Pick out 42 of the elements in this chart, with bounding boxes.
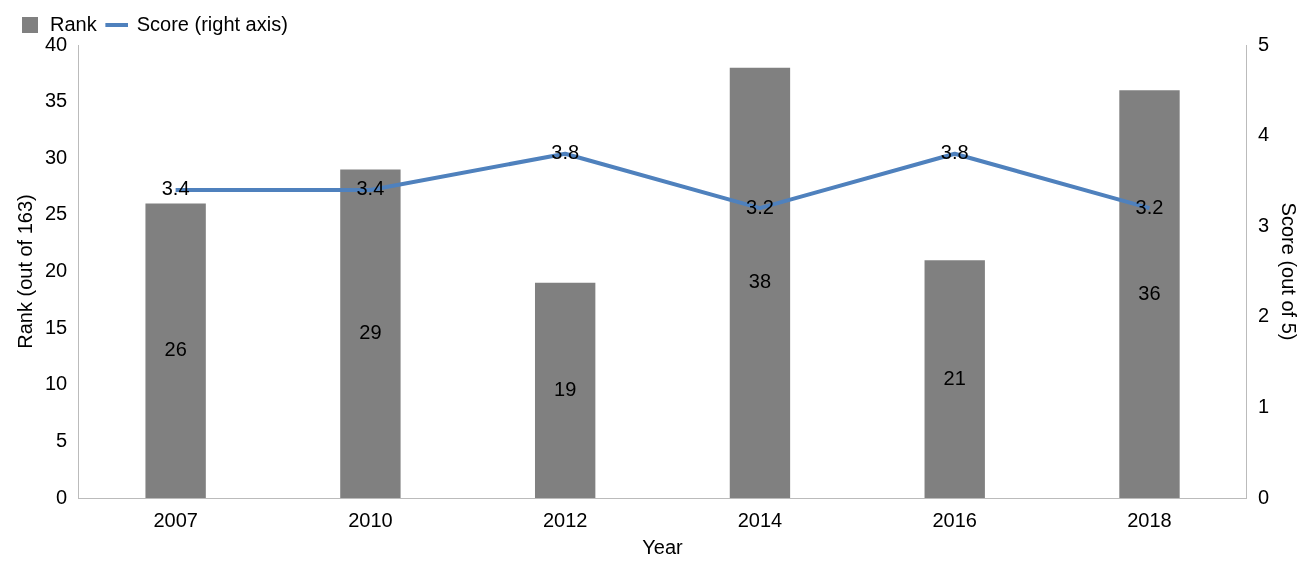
data-label: 3.4	[356, 177, 385, 200]
x-tick-label: 2014	[737, 508, 783, 531]
bar	[145, 203, 206, 498]
bar	[534, 282, 596, 498]
x-tick-label: 2012	[542, 508, 588, 531]
x-tick-label: 2016	[932, 508, 977, 531]
y2-tick-label: 2	[1257, 304, 1269, 327]
y2-tick-label: 4	[1257, 123, 1269, 146]
y2-tick-label: 5	[1257, 32, 1269, 55]
bar	[340, 169, 401, 498]
data-label: 38	[748, 270, 772, 293]
y-tick-label: 40	[45, 32, 68, 55]
x-tick-label: 2018	[1127, 508, 1172, 531]
y-axis-title: Rank (out of 163)	[13, 194, 36, 349]
y-tick-label: 5	[56, 428, 68, 451]
y2-axis-title: Score (out of 5)	[1278, 202, 1301, 341]
x-axis-title: Year	[642, 535, 684, 558]
y2-tick-label: 0	[1257, 485, 1269, 508]
legend-label: Score (right axis)	[136, 12, 288, 35]
bar	[924, 260, 985, 498]
y2-tick-label: 1	[1257, 394, 1269, 417]
data-label: 19	[554, 377, 577, 400]
data-label: 3.2	[1135, 195, 1164, 218]
data-label: 3.2	[746, 195, 774, 218]
data-label: 26	[164, 338, 187, 361]
y-tick-label: 15	[45, 315, 68, 338]
y-tick-label: 25	[45, 202, 68, 225]
y2-tick-label: 3	[1257, 213, 1269, 236]
bar	[1119, 90, 1180, 498]
x-tick-label: 2010	[348, 508, 393, 531]
y-tick-label: 20	[45, 259, 68, 282]
x-tick-label: 2007	[153, 508, 198, 531]
data-label: 36	[1138, 281, 1161, 304]
y-tick-label: 0	[56, 485, 68, 508]
bar	[729, 67, 791, 498]
y-tick-label: 35	[45, 89, 68, 112]
data-label: 3.4	[161, 177, 190, 200]
data-label: 29	[359, 321, 382, 344]
y-tick-label: 10	[45, 372, 68, 395]
legend-label: Rank	[50, 12, 98, 35]
data-label: 21	[943, 366, 966, 389]
y-tick-label: 30	[45, 145, 68, 168]
